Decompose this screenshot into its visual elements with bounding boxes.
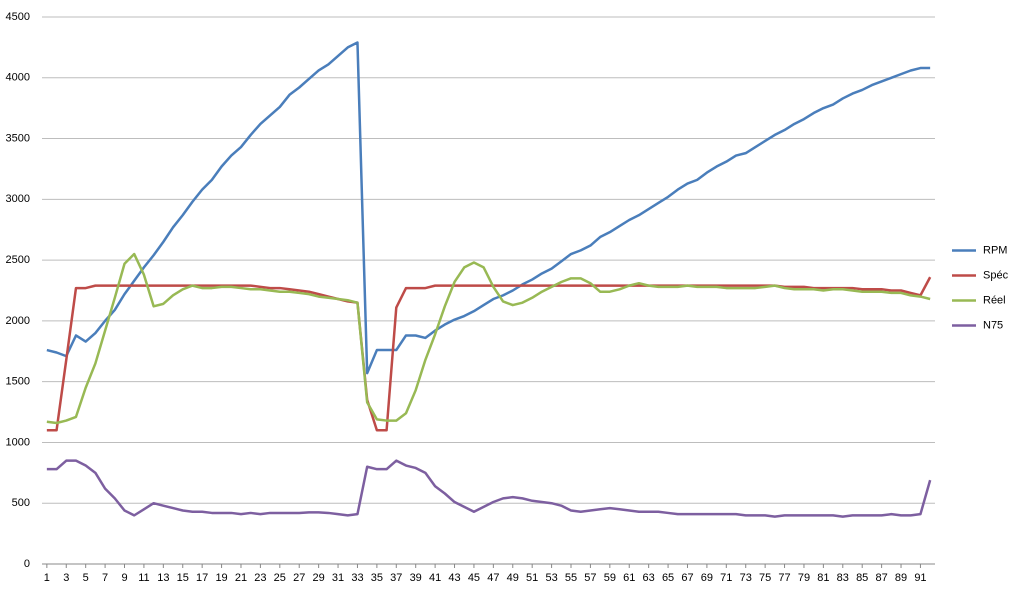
x-tick-label: 27 <box>293 572 305 584</box>
x-tick-label: 77 <box>778 572 790 584</box>
x-tick-label: 33 <box>351 572 363 584</box>
line-series <box>46 252 931 425</box>
x-tick-label: 49 <box>507 572 519 584</box>
x-tick-label: 41 <box>429 572 441 584</box>
x-tick-label: 9 <box>121 572 127 584</box>
y-tick-label: 3000 <box>6 193 30 205</box>
x-tick-label: 47 <box>487 572 499 584</box>
x-tick-label: 87 <box>875 572 887 584</box>
x-tick-label: 37 <box>390 572 402 584</box>
x-tick-label: 43 <box>448 572 460 584</box>
x-tick-label: 67 <box>681 572 693 584</box>
x-tick-label: 1 <box>44 572 50 584</box>
line-series <box>46 459 932 518</box>
x-tick-label: 71 <box>720 572 732 584</box>
legend-label: Spéc <box>983 269 1009 281</box>
x-tick-label: 11 <box>138 572 149 584</box>
x-tick-label: 63 <box>643 572 655 584</box>
y-tick-label: 3500 <box>6 132 30 144</box>
x-tick-label: 79 <box>798 572 810 584</box>
line-series <box>46 276 932 432</box>
x-tick-label: 85 <box>856 572 868 584</box>
legend-label: RPM <box>983 244 1007 256</box>
x-tick-label: 53 <box>545 572 557 584</box>
x-tick-label: 35 <box>371 572 383 584</box>
y-tick-label: 0 <box>24 558 30 570</box>
y-tick-label: 1500 <box>6 376 30 388</box>
x-tick-label: 59 <box>604 572 616 584</box>
y-tick-label: 500 <box>12 497 30 509</box>
x-tick-label: 21 <box>235 572 247 584</box>
x-tick-label: 73 <box>740 572 752 584</box>
x-tick-label: 81 <box>817 572 829 584</box>
x-tick-label: 89 <box>895 572 907 584</box>
x-tick-label: 5 <box>83 572 89 584</box>
y-tick-label: 2000 <box>6 315 30 327</box>
x-tick-label: 19 <box>215 572 227 584</box>
x-tick-label: 15 <box>177 572 189 584</box>
y-tick-label: 4500 <box>6 11 30 23</box>
x-tick-label: 83 <box>837 572 849 584</box>
x-tick-label: 69 <box>701 572 713 584</box>
x-tick-label: 91 <box>914 572 926 584</box>
x-tick-label: 75 <box>759 572 771 584</box>
x-tick-label: 31 <box>332 572 344 584</box>
x-tick-label: 23 <box>254 572 266 584</box>
x-tick-label: 55 <box>565 572 577 584</box>
x-tick-label: 7 <box>102 572 108 584</box>
x-tick-label: 29 <box>313 572 325 584</box>
y-tick-label: 1000 <box>6 436 30 448</box>
legend-label: N75 <box>983 319 1003 331</box>
y-tick-label: 4000 <box>6 72 30 84</box>
x-tick-label: 25 <box>274 572 286 584</box>
x-tick-label: 65 <box>662 572 674 584</box>
x-tick-label: 13 <box>157 572 169 584</box>
legend-label: Réel <box>983 294 1006 306</box>
x-tick-label: 51 <box>526 572 538 584</box>
x-tick-label: 17 <box>196 572 208 584</box>
x-tick-label: 39 <box>410 572 422 584</box>
x-tick-label: 3 <box>63 572 69 584</box>
x-tick-label: 45 <box>468 572 480 584</box>
line-series <box>46 41 931 375</box>
y-tick-label: 2500 <box>6 254 30 266</box>
x-tick-label: 57 <box>584 572 596 584</box>
x-tick-label: 61 <box>623 572 635 584</box>
